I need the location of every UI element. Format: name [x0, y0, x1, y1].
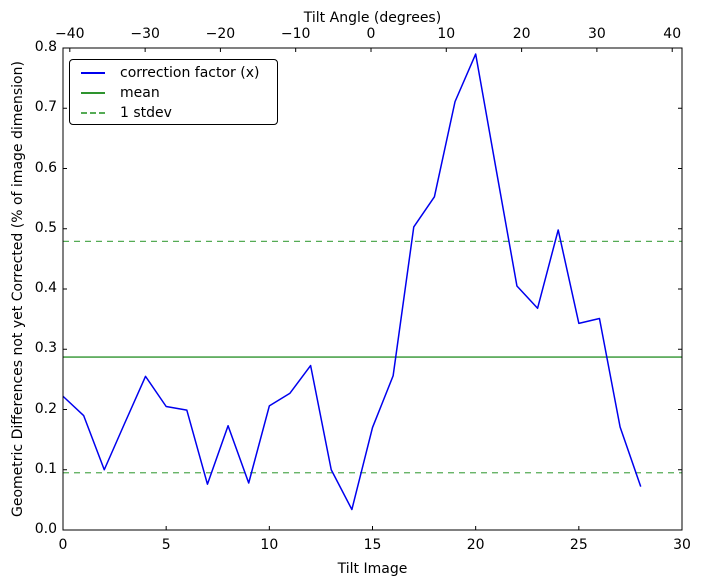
legend-item: correction factor (x) — [81, 63, 277, 83]
y-tick-label: 0.5 — [34, 219, 57, 236]
y-tick-label: 0.6 — [34, 159, 57, 176]
top-tick-label: −10 — [280, 26, 311, 42]
top-tick-label: 30 — [587, 26, 606, 42]
top-tick-label: 0 — [366, 26, 376, 42]
legend: correction factor (x) mean 1 stdev — [69, 59, 278, 125]
legend-line-sample-icon — [81, 92, 105, 94]
legend-item: mean — [81, 83, 277, 103]
y-tick-label: 0.4 — [34, 280, 57, 296]
y-tick-label: 0.1 — [34, 460, 57, 477]
top-tick-label: −40 — [55, 26, 85, 42]
x-tick-label: 25 — [569, 537, 588, 553]
top-tick-label: −30 — [130, 26, 160, 42]
legend-item: 1 stdev — [81, 103, 277, 123]
x-tick-label: 15 — [363, 537, 382, 553]
legend-item-label: mean — [120, 85, 160, 101]
x-tick-label: 30 — [673, 537, 691, 553]
top-tick-label: 20 — [512, 26, 531, 42]
y-tick-label: 0.0 — [34, 521, 57, 537]
y-tick-label: 0.2 — [34, 400, 57, 417]
x-tick-label: 10 — [260, 537, 279, 553]
top-tick-label: 10 — [437, 26, 456, 42]
x-tick-label: 0 — [58, 537, 68, 553]
y-tick-label: 0.7 — [34, 99, 57, 116]
legend-line-sample-icon — [81, 72, 105, 74]
top-tick-label: 40 — [663, 26, 682, 42]
x-axis-label: Tilt Image — [337, 561, 408, 577]
legend-line-sample-icon — [81, 112, 105, 114]
legend-item-label: correction factor (x) — [120, 65, 260, 81]
top-axis-title: Tilt Angle (degrees) — [303, 10, 442, 26]
data-line — [62, 53, 642, 511]
y-tick-label: 0.8 — [34, 39, 57, 55]
legend-item-label: 1 stdev — [120, 105, 172, 121]
y-axis-label: Geometric Differences not yet Corrected … — [10, 61, 26, 517]
x-tick-label: 5 — [161, 537, 171, 553]
top-tick-label: −20 — [205, 26, 236, 42]
x-tick-label: 20 — [466, 537, 485, 553]
y-tick-label: 0.3 — [34, 340, 57, 357]
